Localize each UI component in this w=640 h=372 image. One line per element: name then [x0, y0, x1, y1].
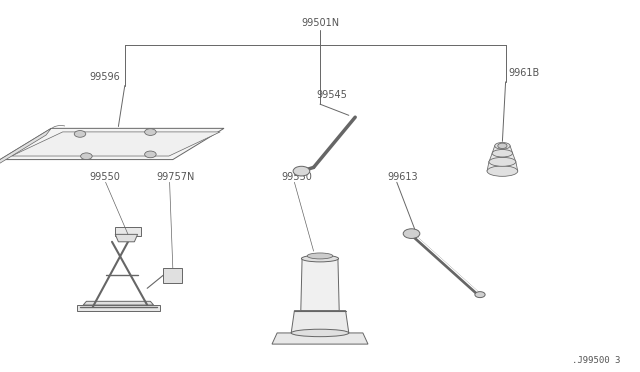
Text: 99501N: 99501N [301, 18, 339, 28]
Text: 99545: 99545 [317, 90, 348, 100]
Circle shape [403, 229, 420, 238]
Circle shape [293, 166, 310, 176]
Text: 99596: 99596 [90, 72, 120, 82]
Polygon shape [0, 128, 224, 160]
Ellipse shape [498, 143, 507, 148]
Ellipse shape [489, 157, 516, 166]
Polygon shape [492, 146, 513, 153]
Circle shape [145, 151, 156, 158]
Polygon shape [12, 132, 220, 156]
Ellipse shape [307, 253, 333, 259]
Ellipse shape [291, 329, 349, 337]
Polygon shape [83, 301, 154, 305]
Polygon shape [115, 234, 138, 242]
Polygon shape [77, 305, 160, 311]
Bar [115, 227, 141, 236]
Text: .J99500 3: .J99500 3 [572, 356, 621, 365]
Ellipse shape [487, 166, 518, 176]
Bar [163, 268, 182, 283]
Circle shape [145, 129, 156, 135]
Circle shape [74, 131, 86, 137]
Ellipse shape [492, 150, 513, 157]
Polygon shape [489, 153, 516, 162]
Circle shape [475, 292, 485, 298]
Polygon shape [301, 259, 339, 311]
Text: 99550: 99550 [282, 172, 312, 182]
Polygon shape [291, 311, 349, 333]
Text: 9961B: 9961B [509, 68, 540, 78]
Text: 99550: 99550 [90, 172, 120, 182]
Circle shape [81, 153, 92, 160]
Polygon shape [0, 128, 51, 166]
Ellipse shape [301, 255, 339, 262]
Polygon shape [272, 333, 368, 344]
Text: 99757N: 99757N [157, 172, 195, 182]
Polygon shape [487, 162, 518, 171]
Ellipse shape [495, 142, 510, 149]
Text: 99613: 99613 [387, 172, 418, 182]
